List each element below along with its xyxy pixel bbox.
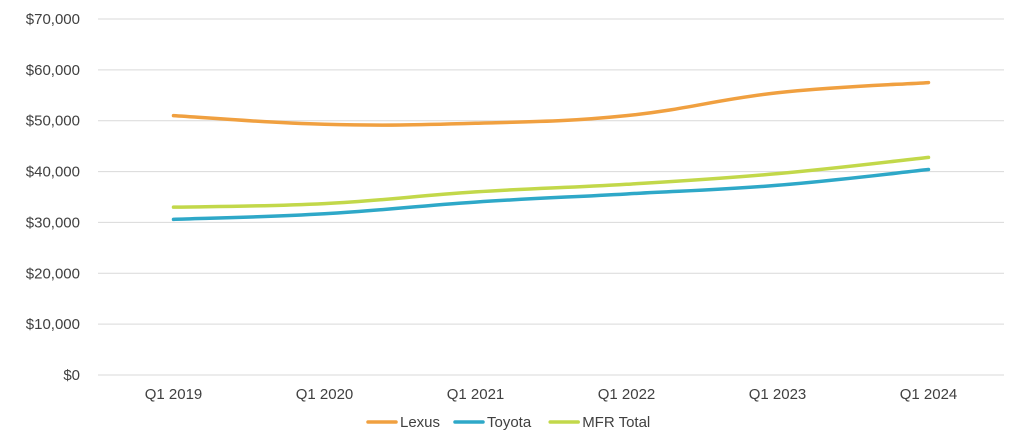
x-tick-label: Q1 2024 <box>900 386 958 403</box>
data-point-mfr-total <box>927 156 930 159</box>
legend-label: Lexus <box>400 414 440 431</box>
y-tick-label: $40,000 <box>26 164 80 181</box>
data-point-lexus <box>927 81 930 84</box>
data-point-toyota <box>776 184 779 187</box>
data-point-toyota <box>323 212 326 215</box>
y-tick-label: $20,000 <box>26 265 80 282</box>
x-tick-label: Q1 2019 <box>145 386 203 403</box>
data-point-mfr-total <box>172 205 175 209</box>
y-tick-label: $50,000 <box>26 113 80 130</box>
x-tick-label: Q1 2022 <box>598 386 656 403</box>
y-tick-label: $70,000 <box>26 11 80 28</box>
x-tick-label: Q1 2020 <box>296 386 354 403</box>
data-point-lexus <box>323 123 326 126</box>
data-point-mfr-total <box>474 190 477 194</box>
data-point-mfr-total <box>776 172 779 175</box>
data-point-toyota <box>927 168 930 171</box>
legend-item-toyota: Toyota <box>453 414 532 431</box>
data-point-lexus <box>474 122 477 125</box>
series-line-toyota <box>171 167 931 222</box>
series-line-lexus <box>171 80 931 127</box>
x-tick-label: Q1 2023 <box>749 386 807 403</box>
x-axis-tick-labels: Q1 2019 Q1 2020 Q1 2021 Q1 2022 Q1 2023 Q1 20… <box>145 386 958 403</box>
data-point-toyota <box>625 192 628 196</box>
y-tick-label: $60,000 <box>26 62 80 79</box>
data-point-toyota <box>474 200 477 204</box>
y-axis-tick-labels: $0 $10,000 $20,000 $30,000 $40,000 $50,000 $60… <box>26 11 80 384</box>
data-point-toyota <box>172 218 175 221</box>
legend-item-mfr-total: MFR Total <box>548 414 650 431</box>
series-line-mfr-total <box>171 155 931 209</box>
data-point-mfr-total <box>625 183 628 186</box>
data-point-mfr-total <box>323 202 326 205</box>
y-tick-label: $30,000 <box>26 214 80 231</box>
data-point-lexus <box>625 114 628 117</box>
legend-item-lexus: Lexus <box>366 414 440 431</box>
x-tick-label: Q1 2021 <box>447 386 505 403</box>
legend: Lexus Toyota MFR Total <box>366 414 650 431</box>
y-tick-label: $0 <box>63 367 80 384</box>
legend-label: Toyota <box>487 414 532 431</box>
series-lines <box>171 80 931 222</box>
data-point-lexus <box>172 114 175 117</box>
legend-label: MFR Total <box>582 414 650 431</box>
y-tick-label: $10,000 <box>26 316 80 333</box>
data-point-lexus <box>776 91 779 94</box>
